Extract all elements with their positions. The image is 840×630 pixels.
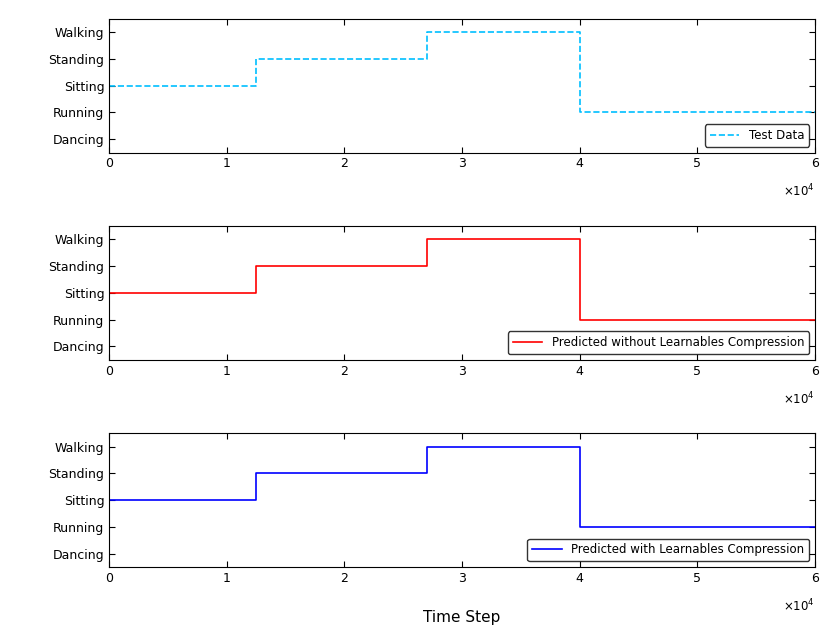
- Legend: Predicted without Learnables Compression: Predicted without Learnables Compression: [508, 331, 809, 354]
- Text: $\times10^4$: $\times10^4$: [783, 183, 815, 200]
- Legend: Predicted with Learnables Compression: Predicted with Learnables Compression: [528, 539, 809, 561]
- Legend: Test Data: Test Data: [705, 124, 809, 147]
- Text: $\times10^4$: $\times10^4$: [783, 391, 815, 407]
- X-axis label: Time Step: Time Step: [423, 610, 501, 625]
- Text: $\times10^4$: $\times10^4$: [783, 598, 815, 614]
